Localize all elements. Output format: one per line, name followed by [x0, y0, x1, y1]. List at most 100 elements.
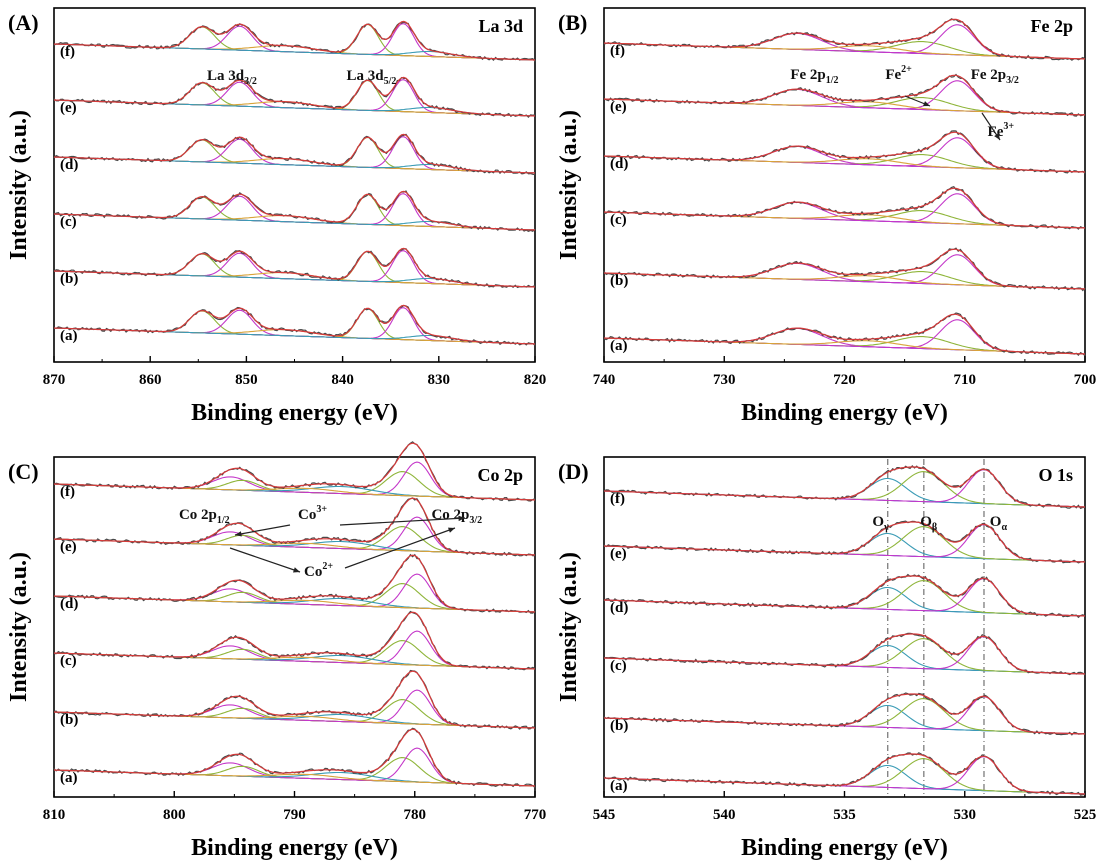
x-tick-label: 770 [524, 807, 547, 823]
envelope-fit-line [604, 634, 1085, 674]
x-tick-label: 780 [404, 807, 427, 823]
sample-label: (f) [60, 44, 75, 60]
raw-data-line [604, 131, 1085, 173]
y-axis-title: Intensity (a.u.) [556, 110, 582, 260]
raw-data-line [604, 753, 1085, 795]
xps-panel-o-1s: (D) O 1s545 540 535 530 525Binding energy (eV… [556, 457, 1096, 861]
raw-data-line [604, 19, 1085, 60]
y-axis-title: Intensity (a.u.) [6, 110, 32, 260]
spectrum-a: (a) [604, 753, 1085, 795]
peak-annotation: Oβ [920, 514, 937, 533]
sample-label: (a) [610, 338, 628, 354]
spectrum-f: (f) [54, 442, 535, 501]
envelope-fit-line [54, 305, 535, 344]
fit-component [604, 579, 1085, 616]
sample-label: (c) [610, 658, 627, 674]
spectrum-d: (d) [54, 134, 535, 174]
spectrum-d: (d) [604, 575, 1085, 618]
spectrum-b: (b) [54, 248, 535, 287]
fit-component [54, 81, 535, 117]
peak-annotation: La 3d5/2 [347, 68, 397, 87]
y-axis-title: Intensity (a.u.) [556, 552, 582, 702]
fit-component [54, 574, 535, 612]
fit-component [54, 138, 535, 174]
sample-label: (e) [610, 546, 627, 562]
envelope-fit-line [54, 134, 535, 173]
fit-component [604, 639, 1085, 674]
x-tick-label: 530 [954, 807, 977, 823]
raw-data-line [604, 575, 1085, 618]
fit-component [604, 534, 1085, 563]
sample-label: (e) [60, 100, 77, 116]
sample-label: (b) [60, 712, 78, 728]
fit-component [54, 311, 535, 344]
sample-label: (d) [60, 157, 78, 173]
peak-annotation: Fe 2p3/2 [971, 67, 1019, 86]
spectrum-c: (c) [604, 633, 1085, 675]
raw-data-line [604, 248, 1085, 290]
fit-component [604, 472, 1085, 507]
fit-component [54, 137, 535, 173]
fit-component [54, 309, 535, 345]
sample-label: (e) [610, 99, 627, 115]
x-axis-title: Binding energy (eV) [191, 835, 398, 861]
spectrum-a: (a) [54, 305, 535, 345]
envelope-fit-line [54, 191, 535, 230]
envelope-fit-line [54, 248, 535, 287]
panel-label: (D) [558, 459, 589, 484]
spectrum-b: (b) [604, 248, 1085, 290]
fit-component [54, 254, 535, 287]
fit-component [604, 697, 1085, 734]
spectrum-f: (f) [604, 466, 1085, 509]
x-axis-title: Binding energy (eV) [191, 400, 398, 426]
panel-label: (C) [8, 459, 39, 484]
plot-frame [604, 8, 1085, 362]
x-tick-label: 790 [283, 807, 306, 823]
envelope-fit-line [604, 132, 1085, 172]
peak-annotation: Fe 2p1/2 [790, 67, 838, 86]
sample-label: (d) [610, 600, 628, 616]
spectrum-a: (a) [54, 728, 535, 787]
fit-component [604, 25, 1085, 59]
envelope-fit-line [604, 188, 1085, 228]
spectrum-a: (a) [604, 313, 1085, 355]
element-label: Co 2p [477, 465, 523, 485]
sample-label: (a) [610, 778, 628, 794]
sample-label: (f) [60, 484, 75, 500]
x-tick-label: 535 [833, 807, 856, 823]
x-tick-label: 800 [163, 807, 186, 823]
spectrum-f: (f) [604, 19, 1085, 60]
fit-component [604, 470, 1085, 507]
fit-component [604, 766, 1085, 795]
panel-label: (A) [8, 10, 39, 35]
envelope-fit-line [604, 249, 1085, 289]
spectrum-d: (d) [604, 131, 1085, 173]
xps-panel-co-2p: (C) Co 2p 810 800 790 780 770 Binding energy (e… [6, 442, 546, 861]
fit-component [54, 194, 535, 230]
sample-label: (a) [60, 770, 78, 786]
envelope-fit-line [604, 522, 1085, 562]
sample-label: (c) [610, 212, 627, 228]
fit-component [604, 581, 1085, 616]
x-tick-label: 830 [428, 372, 451, 388]
fit-component [604, 320, 1085, 354]
spectrum-f: (f) [54, 21, 535, 61]
sample-label: (b) [60, 271, 78, 287]
x-tick-label: 840 [331, 372, 354, 388]
fit-component [54, 462, 535, 500]
x-tick-label: 740 [593, 372, 616, 388]
x-tick-label: 730 [713, 372, 736, 388]
x-axis-title: Binding energy (eV) [741, 835, 948, 861]
plot-frame [604, 457, 1085, 797]
element-label: O 1s [1038, 465, 1073, 485]
sample-label: (d) [610, 156, 628, 172]
peak-annotation: Fe2+ [885, 64, 912, 83]
co2-arrow-left-head [293, 567, 300, 572]
raw-data-line [604, 633, 1085, 675]
fit-component [54, 690, 535, 728]
raw-data-line [604, 313, 1085, 355]
sample-label: (d) [60, 596, 78, 612]
fit-component [604, 525, 1085, 562]
peak-annotation: Fe3+ [988, 121, 1015, 140]
